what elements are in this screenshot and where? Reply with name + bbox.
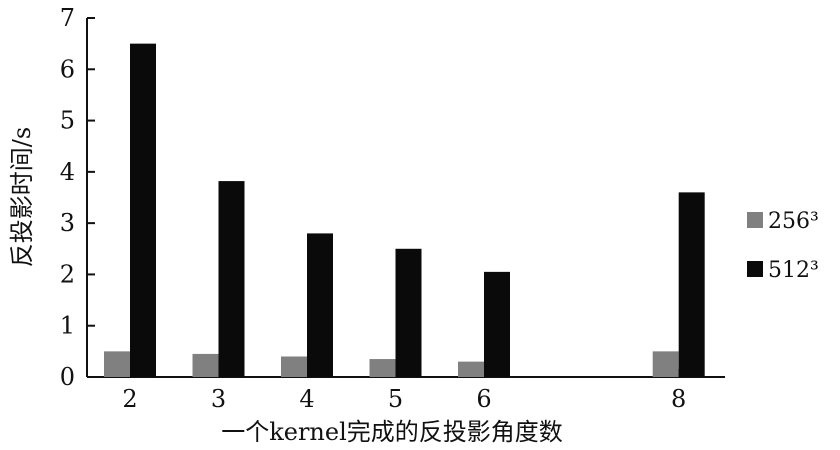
bar-512: [130, 43, 156, 378]
bar-256: [369, 359, 396, 377]
bar-256: [458, 361, 484, 377]
y-axis-ticks: 0 1 2 3 4 5 6 7: [60, 4, 95, 391]
bar-256: [281, 356, 307, 377]
legend-label-256: 256³: [768, 209, 819, 234]
legend-swatch-256: [747, 212, 763, 228]
legend-label-512: 512³: [768, 258, 819, 283]
bar-512: [218, 181, 245, 377]
x-axis-label: 一个kernel完成的反投影角度数: [221, 418, 563, 446]
x-tick-label: 2: [122, 385, 137, 413]
bar-256: [652, 351, 679, 377]
y-tick-label: 2: [60, 260, 75, 288]
y-tick-label: 1: [60, 312, 75, 340]
x-tick-label: 8: [671, 385, 686, 413]
bar-256: [104, 351, 130, 377]
x-tick-label: 5: [388, 385, 403, 413]
y-tick-label: 3: [60, 209, 75, 237]
bar-512: [307, 233, 333, 377]
x-tick-label: 4: [299, 385, 314, 413]
bar-512: [484, 271, 510, 377]
y-axis-label: 反投影时间/s: [8, 127, 36, 267]
x-axis-ticks: 2 3 4 5 6 8: [122, 369, 686, 413]
y-tick-label: 4: [60, 158, 75, 186]
bar-512: [395, 248, 422, 377]
y-tick-label: 7: [60, 4, 75, 32]
y-tick-label: 5: [60, 107, 75, 135]
bars: [104, 43, 705, 378]
legend: 256³ 512³: [747, 209, 819, 283]
y-tick-label: 6: [60, 55, 75, 83]
y-tick-label: 0: [60, 363, 75, 391]
bar-256: [192, 353, 219, 377]
bar-512: [678, 192, 705, 377]
x-tick-label: 3: [211, 385, 226, 413]
legend-swatch-512: [747, 261, 763, 277]
x-tick-label: 6: [476, 385, 491, 413]
